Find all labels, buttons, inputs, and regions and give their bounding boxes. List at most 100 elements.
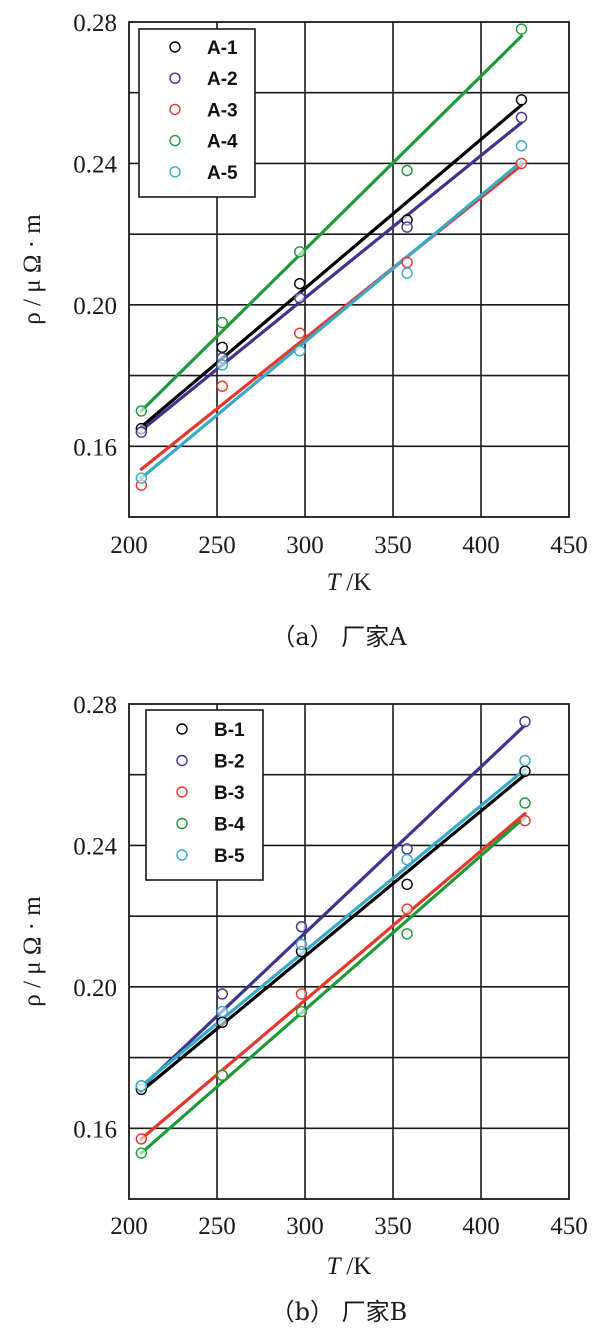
figure-caption: （b） 厂家B	[271, 1298, 408, 1326]
legend-label-a-4: A-4	[207, 132, 238, 153]
data-point-b-5	[401, 853, 413, 866]
legend-marker-a-5	[169, 166, 181, 178]
legend-marker-b-2	[176, 754, 188, 767]
data-point-b-5	[216, 1005, 228, 1018]
panel-a-chart: 200 250 300 350 400 450 0.16 0.20 0.24 0.28 T /K ρ …	[19, 10, 588, 651]
data-point-b-4	[135, 1147, 148, 1159]
y-tick-label: 0.24	[73, 833, 117, 860]
plot-frame	[128, 703, 570, 1200]
data-point-b-2	[401, 843, 413, 855]
legend-marker-b-1	[176, 723, 188, 735]
legend-label-b-1: B-1	[214, 720, 245, 741]
y-axis-label: ρ / μ Ω · m	[19, 896, 46, 1007]
fit-line-b-5	[139, 767, 527, 1088]
data-point-b-4	[519, 797, 531, 809]
x-tick-label: 300	[286, 1213, 324, 1240]
legend-marker-a-3	[169, 103, 181, 116]
x-tick-label: 350	[374, 1213, 412, 1240]
data-point-a-1	[294, 277, 306, 290]
fit-line-a-4	[139, 34, 524, 413]
x-axis-label: T /K	[327, 1253, 372, 1280]
legend-marker-b-4	[176, 817, 188, 830]
y-axis-label: ρ / μ Ω · m	[19, 214, 46, 325]
fit-line-b-4	[139, 815, 527, 1155]
data-point-a-4	[294, 246, 306, 258]
data-point-a-2	[135, 426, 148, 438]
data-point-a-5	[294, 345, 306, 357]
x-tick-label: 250	[198, 532, 236, 559]
fit-line-b-2	[139, 723, 527, 1090]
data-point-b-2	[519, 715, 531, 728]
legend-marker-a-4	[169, 134, 181, 147]
y-tick-label: 0.28	[73, 692, 117, 719]
data-point-a-4	[135, 405, 148, 417]
x-tick-label: 450	[550, 532, 588, 559]
y-tick-label: 0.20	[73, 293, 117, 320]
data-point-a-2	[401, 221, 413, 233]
data-point-a-5	[135, 472, 148, 484]
data-point-a-3	[515, 157, 528, 170]
data-point-a-3	[294, 327, 306, 339]
legend-label-b-3: B-3	[214, 783, 245, 804]
data-point-b-1	[519, 765, 531, 777]
y-tick-label: 0.20	[73, 975, 117, 1002]
legend-marker-b-5	[176, 849, 188, 861]
data-point-b-4	[295, 1005, 308, 1018]
data-point-b-1	[401, 878, 413, 891]
x-axis-label: T /K	[327, 569, 372, 596]
data-point-a-2	[515, 111, 528, 124]
legend-label-a-2: A-2	[207, 69, 238, 90]
data-point-b-1	[216, 1016, 228, 1028]
y-tick-label: 0.24	[73, 151, 117, 178]
y-tick-label: 0.16	[73, 434, 117, 461]
legend-marker-a-2	[169, 72, 181, 84]
legend-label-b-5: B-5	[214, 846, 245, 867]
data-point-a-3	[216, 380, 228, 392]
plot-frame	[128, 21, 570, 518]
legend-marker-a-1	[169, 41, 181, 53]
data-point-a-4	[401, 164, 413, 177]
legend-label-a-1: A-1	[207, 38, 238, 59]
x-tick-label: 400	[462, 532, 500, 559]
x-tick-label: 250	[198, 1213, 236, 1240]
data-point-a-4	[515, 23, 528, 35]
x-tick-label: 200	[110, 1213, 148, 1240]
data-point-a-4	[216, 316, 228, 329]
figure-caption: （a） 厂家A	[271, 623, 407, 651]
data-point-a-5	[216, 359, 228, 371]
legend-marker-b-3	[176, 786, 188, 798]
fit-line-b-1	[139, 773, 527, 1093]
data-point-b-3	[295, 988, 308, 1000]
data-point-a-3	[401, 256, 413, 269]
legend-label-b-2: B-2	[214, 752, 245, 773]
x-tick-label: 400	[462, 1213, 500, 1240]
data-point-a-5	[401, 267, 413, 279]
legend-label-a-3: A-3	[207, 100, 238, 121]
data-point-b-4	[401, 928, 413, 940]
data-point-b-2	[295, 921, 308, 933]
y-tick-label: 0.16	[73, 1116, 117, 1143]
fit-line-a-5	[139, 160, 524, 480]
data-point-a-1	[216, 341, 228, 353]
data-point-a-5	[515, 140, 528, 152]
x-tick-label: 450	[550, 1213, 588, 1240]
data-point-a-1	[515, 94, 528, 106]
data-point-b-5	[135, 1080, 148, 1092]
panel-b-chart: 200 250 300 350 400 450 0.16 0.20 0.24 0.28 T /K ρ …	[19, 692, 588, 1326]
x-tick-label: 200	[110, 532, 148, 559]
data-point-b-2	[216, 988, 228, 1000]
fit-line-a-2	[139, 121, 524, 432]
data-point-b-3	[519, 814, 531, 827]
data-point-b-3	[135, 1133, 148, 1145]
x-tick-label: 350	[374, 532, 412, 559]
fit-line-a-1	[139, 103, 524, 429]
legend-label-b-4: B-4	[214, 815, 245, 836]
data-point-b-5	[295, 938, 308, 951]
legend-label-a-5: A-5	[207, 163, 238, 184]
data-point-b-4	[216, 1069, 228, 1081]
x-tick-label: 300	[286, 532, 324, 559]
legend-box	[145, 709, 264, 881]
fit-line-b-3	[139, 812, 527, 1141]
data-point-b-5	[519, 754, 531, 767]
data-point-a-2	[294, 292, 306, 304]
